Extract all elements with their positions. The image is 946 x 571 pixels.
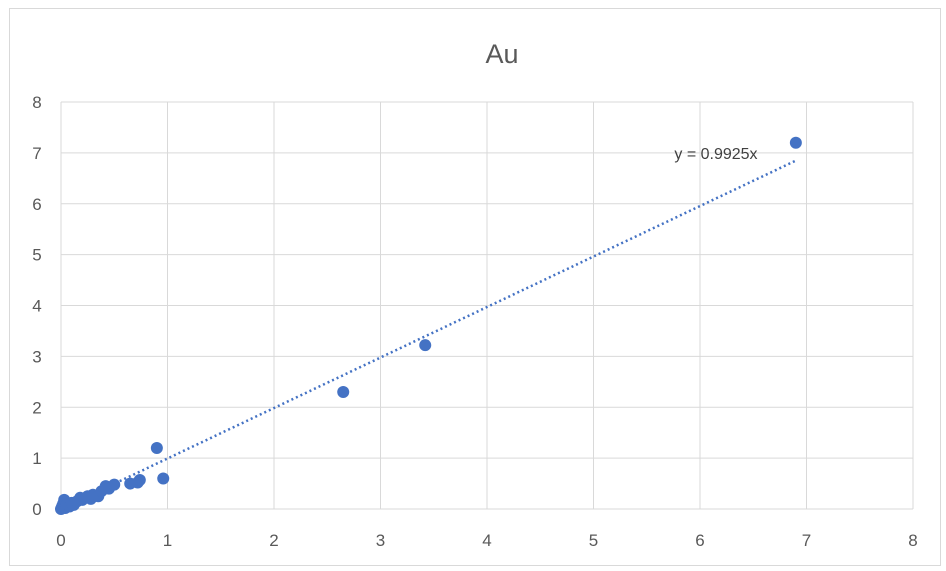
gridlines xyxy=(60,101,914,510)
y-tick-label: 0 xyxy=(32,500,41,519)
y-tick-label: 5 xyxy=(32,246,41,265)
trendline-equation-label: y = 0.9925x xyxy=(674,146,757,163)
y-tick-label: 3 xyxy=(32,347,41,366)
x-tick-label: 5 xyxy=(589,531,598,550)
chart-title: Au xyxy=(485,39,518,69)
y-tick-label: 2 xyxy=(32,398,41,417)
data-point xyxy=(337,385,350,398)
y-tick-label: 7 xyxy=(32,144,41,163)
x-tick-label: 4 xyxy=(482,531,491,550)
x-tick-label: 1 xyxy=(163,531,172,550)
x-tick-label: 8 xyxy=(908,531,917,550)
trendline xyxy=(60,159,797,511)
x-tick-label: 3 xyxy=(376,531,385,550)
data-point xyxy=(133,474,146,487)
y-tick-label: 4 xyxy=(32,297,41,316)
data-point xyxy=(419,339,432,352)
y-tick-label: 8 xyxy=(32,93,41,112)
axis-tick-labels: 0 1 2 3 4 5 6 7 8 0 1 2 3 4 5 6 7 8 xyxy=(32,93,917,550)
data-point xyxy=(789,136,802,149)
data-point xyxy=(150,441,163,454)
data-points xyxy=(55,136,802,515)
x-tick-label: 7 xyxy=(802,531,811,550)
y-tick-label: 6 xyxy=(32,195,41,214)
data-point xyxy=(108,478,121,491)
x-tick-label: 6 xyxy=(695,531,704,550)
chart-area: Au 0 1 2 3 4 5 6 7 8 0 1 2 3 4 5 6 7 8 y = 0.9925x xyxy=(9,8,941,566)
scatter-chart: Au 0 1 2 3 4 5 6 7 8 0 1 2 3 4 5 6 7 8 y = 0.9925x xyxy=(32,39,917,550)
y-tick-label: 1 xyxy=(32,449,41,468)
data-point xyxy=(157,472,170,485)
x-tick-label: 2 xyxy=(269,531,278,550)
x-tick-label: 0 xyxy=(56,531,65,550)
